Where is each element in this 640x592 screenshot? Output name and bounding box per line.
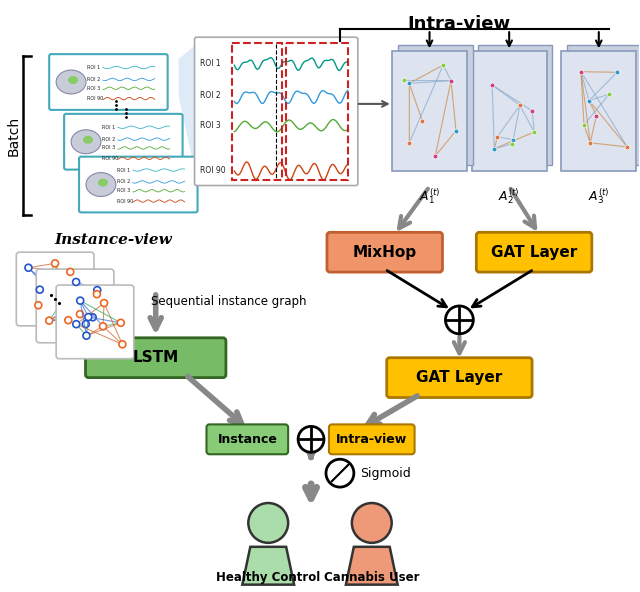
Bar [286, 43, 348, 179]
Ellipse shape [98, 179, 108, 186]
Circle shape [59, 295, 66, 302]
Text: ROI 90: ROI 90 [200, 166, 225, 175]
Text: ROI 3: ROI 3 [87, 86, 100, 91]
FancyBboxPatch shape [86, 338, 226, 378]
Text: ROI 3: ROI 3 [200, 121, 220, 130]
Circle shape [352, 503, 392, 543]
Text: GAT Layer: GAT Layer [491, 244, 577, 260]
Bar [398, 45, 473, 165]
Text: ROI 90: ROI 90 [87, 96, 103, 101]
Text: MixHop: MixHop [353, 244, 417, 260]
Circle shape [65, 309, 72, 316]
Bar [568, 45, 640, 165]
Circle shape [66, 291, 73, 298]
Text: ROI 90: ROI 90 [102, 156, 118, 161]
Text: Intra-view: Intra-view [408, 15, 511, 33]
Text: LSTM: LSTM [132, 350, 179, 365]
FancyBboxPatch shape [387, 358, 532, 397]
FancyBboxPatch shape [36, 269, 114, 343]
Text: $A_1^{(t)}$: $A_1^{(t)}$ [419, 186, 440, 206]
Circle shape [117, 319, 124, 326]
Text: ROI 2: ROI 2 [87, 77, 100, 82]
Text: Intra-view: Intra-view [336, 433, 408, 446]
Bar [392, 51, 467, 170]
Circle shape [85, 314, 92, 320]
Circle shape [83, 332, 90, 339]
Text: ROI 2: ROI 2 [200, 91, 220, 101]
Bar [472, 51, 547, 170]
Text: $A_3^{(t)}$: $A_3^{(t)}$ [588, 186, 609, 206]
Polygon shape [243, 547, 294, 585]
Text: Batch: Batch [6, 115, 20, 156]
Text: ROI 3: ROI 3 [102, 146, 115, 150]
Circle shape [73, 321, 80, 327]
Ellipse shape [68, 76, 78, 84]
Circle shape [248, 503, 288, 543]
Text: Instance-view: Instance-view [54, 233, 172, 247]
FancyBboxPatch shape [207, 424, 288, 454]
Text: $A_2^{(t)}$: $A_2^{(t)}$ [499, 186, 520, 206]
Circle shape [298, 426, 324, 452]
Circle shape [93, 291, 100, 298]
Circle shape [445, 306, 474, 334]
Polygon shape [346, 547, 397, 585]
FancyBboxPatch shape [327, 232, 442, 272]
FancyBboxPatch shape [17, 252, 94, 326]
FancyBboxPatch shape [49, 54, 168, 110]
FancyBboxPatch shape [329, 424, 415, 454]
FancyBboxPatch shape [476, 232, 592, 272]
Circle shape [65, 317, 72, 324]
Ellipse shape [56, 70, 86, 94]
Text: ROI 1: ROI 1 [200, 59, 220, 67]
Circle shape [89, 314, 96, 321]
Text: GAT Layer: GAT Layer [416, 370, 502, 385]
Circle shape [77, 311, 83, 318]
Circle shape [83, 321, 89, 327]
Text: Cannabis User: Cannabis User [324, 571, 420, 584]
Text: ROI 1: ROI 1 [117, 168, 130, 172]
Bar [232, 43, 282, 179]
Text: ROI 90: ROI 90 [117, 198, 133, 204]
Circle shape [326, 459, 354, 487]
FancyBboxPatch shape [195, 37, 358, 185]
Text: ROI 1: ROI 1 [87, 65, 100, 70]
Circle shape [100, 300, 108, 307]
Text: Healthy Control: Healthy Control [216, 571, 321, 584]
Circle shape [93, 287, 100, 294]
Bar [561, 51, 636, 170]
Text: ROI 3: ROI 3 [117, 188, 130, 193]
Circle shape [67, 268, 74, 275]
Ellipse shape [71, 130, 101, 154]
FancyBboxPatch shape [79, 157, 198, 213]
Text: ROI 2: ROI 2 [102, 137, 115, 141]
Polygon shape [179, 44, 196, 179]
Bar [478, 45, 552, 165]
Ellipse shape [86, 173, 116, 197]
Circle shape [100, 323, 106, 330]
Circle shape [25, 264, 32, 271]
Circle shape [45, 317, 52, 324]
Circle shape [52, 260, 58, 267]
Circle shape [35, 302, 42, 308]
FancyBboxPatch shape [64, 114, 182, 169]
Circle shape [36, 286, 44, 293]
Ellipse shape [83, 136, 93, 144]
Text: Sigmoid: Sigmoid [360, 466, 411, 480]
FancyBboxPatch shape [56, 285, 134, 359]
Text: Sequential instance graph: Sequential instance graph [150, 295, 306, 308]
Circle shape [119, 341, 126, 348]
Text: ROI 1: ROI 1 [102, 125, 115, 130]
Circle shape [72, 278, 79, 285]
Circle shape [77, 297, 84, 304]
Text: Instance: Instance [218, 433, 277, 446]
Text: ROI 2: ROI 2 [117, 179, 130, 185]
